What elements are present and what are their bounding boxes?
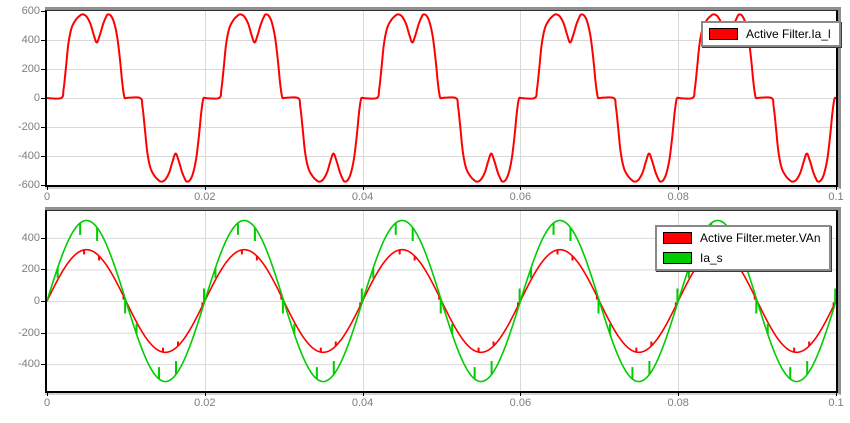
x-tick-label: 0.1 [828,191,844,203]
x-tick-mark [363,393,364,396]
x-tick-mark [363,187,364,190]
x-tick-label: 0.04 [351,397,374,409]
trace-glitches-Ia_s [56,223,836,379]
y-tick-mark [41,269,45,270]
x-tick-label: 0.04 [351,191,374,203]
x-tick-label: 0.06 [509,397,532,409]
x-tick-label: 0.02 [194,191,216,203]
y-tick-label: -200 [17,326,40,339]
y-tick-label: 0 [33,295,40,307]
x-tick-mark [520,393,521,396]
legend-label: Active Filter.Ia_l [746,27,831,41]
legend-swatch-red [709,28,738,40]
waveform-canvas[interactable] [47,11,836,185]
x-tick-label: 0.08 [667,191,689,203]
legend-entry: Ia_s [663,250,821,266]
legend-swatch-red [663,232,692,244]
x-tick-mark [836,187,837,190]
legend-swatch-green [663,252,692,264]
y-tick-mark [41,69,45,70]
y-tick-mark [41,333,45,334]
y-tick-label: 400 [21,231,40,244]
y-tick-label: -200 [17,121,40,133]
trace-Active Filter.Ia_l [47,13,836,183]
scope-plot-voltage-source-current: Active Filter.meter.VAn Ia_s 400 200 0 -200… [0,200,850,423]
y-tick-label: 0 [33,92,40,104]
legend-box[interactable]: Active Filter.Ia_l [701,21,841,47]
y-tick-mark [41,185,45,186]
y-tick-mark [41,301,45,302]
y-tick-label: -600 [17,179,40,191]
scope-plot-load-current: Active Filter.Ia_l 600 400 200 0 -200 -400 -60… [0,0,850,205]
x-tick-label: 0.02 [194,397,216,409]
legend-entry: Active Filter.meter.VAn [663,230,821,246]
legend-label: Active Filter.meter.VAn [700,231,821,245]
legend-entry: Active Filter.Ia_l [709,26,831,42]
legend-box[interactable]: Active Filter.meter.VAn Ia_s [655,225,831,271]
y-tick-mark [41,156,45,157]
x-tick-mark [205,393,206,396]
y-tick-label: 200 [21,63,40,75]
y-tick-mark [41,98,45,99]
x-tick-label: 0.08 [667,397,689,409]
x-tick-mark [678,393,679,396]
y-tick-mark [41,40,45,41]
x-tick-mark [520,187,521,190]
y-tick-label: -400 [17,358,40,371]
y-tick-mark [41,238,45,239]
y-tick-mark [41,364,45,365]
y-tick-label: 600 [21,5,40,17]
x-tick-label: 0 [43,191,51,203]
x-tick-mark [836,393,837,396]
y-tick-mark [41,11,45,12]
y-tick-mark [41,127,45,128]
legend-label: Ia_s [700,251,723,265]
x-tick-mark [47,393,48,396]
x-tick-mark [678,187,679,190]
y-tick-label: -400 [17,150,40,162]
y-tick-label: 400 [21,34,40,46]
x-tick-mark [205,187,206,190]
x-tick-label: 0.06 [509,191,532,203]
x-tick-mark [47,187,48,190]
y-tick-label: 200 [21,263,40,276]
x-tick-label: 0.1 [828,397,844,409]
x-tick-label: 0 [43,397,51,409]
trace-glitches-Active Filter.meter.VAn [83,249,835,353]
